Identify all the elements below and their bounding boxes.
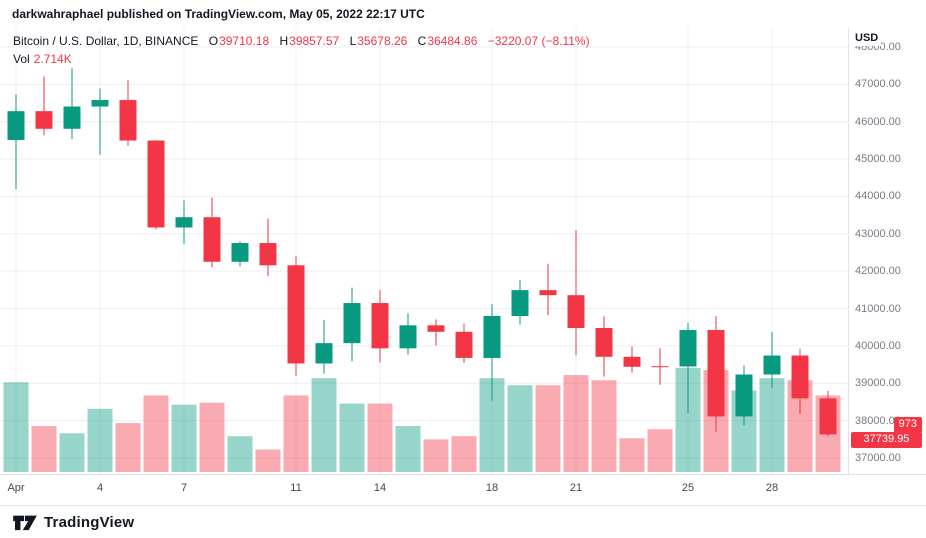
ohlc-low-value: 35678.26 xyxy=(357,34,408,48)
ohlc-high-label: H xyxy=(279,34,289,48)
time-tick-label: 14 xyxy=(373,482,387,494)
ohlc-open-label: O xyxy=(208,34,219,48)
price-tick-label: 44000.00 xyxy=(855,190,901,203)
volume-value: 2.714K xyxy=(33,52,72,66)
price-tick-label: 40000.00 xyxy=(855,339,901,352)
volume-legend: Vol 2.714K xyxy=(13,52,72,66)
ohlc-low-label: L xyxy=(349,34,357,48)
price-tick-label: 38000.00 xyxy=(855,414,901,427)
price-tick-label: 43000.00 xyxy=(855,227,901,240)
time-tick-label: 28 xyxy=(765,482,779,494)
price-tick-label: 42000.00 xyxy=(855,265,901,278)
time-tick-label: 7 xyxy=(180,482,188,494)
chart-area[interactable]: Bitcoin / U.S. Dollar, 1D, BINANCE O3971… xyxy=(0,28,848,474)
ohlc-close-label: C xyxy=(417,34,427,48)
price-tick-label: 46000.00 xyxy=(855,115,901,128)
symbol-title[interactable]: Bitcoin / U.S. Dollar, 1D, BINANCE xyxy=(13,34,199,48)
price-tick-label: 39000.00 xyxy=(855,377,901,390)
time-tick-label: 18 xyxy=(485,482,499,494)
price-axis[interactable]: USD 973 37739.95 48000.00 47000.00 46000.0… xyxy=(848,28,926,474)
time-tick-label: 4 xyxy=(96,482,104,494)
price-chart-svg[interactable] xyxy=(0,28,848,474)
price-tick-label: 47000.00 xyxy=(855,78,901,91)
footer-bar: TradingView xyxy=(0,505,926,538)
currency-label: USD xyxy=(855,31,882,46)
price-tick-label: 45000.00 xyxy=(855,153,901,166)
ohlc-close-value: 36484.86 xyxy=(427,34,478,48)
time-axis[interactable]: Apr 4 7 11 14 18 21 25 28 xyxy=(0,474,926,505)
price-tick-label: 41000.00 xyxy=(855,302,901,315)
change-value: −3220.07 (−8.11%) xyxy=(487,34,590,48)
time-tick-label: 25 xyxy=(681,482,695,494)
volume-label: Vol xyxy=(13,52,30,66)
attribution-text: darkwahraphael published on TradingView.… xyxy=(12,7,425,21)
countdown-badge: 973 xyxy=(893,417,922,433)
ohlc-open-value: 39710.18 xyxy=(219,34,270,48)
time-tick-label: 11 xyxy=(290,482,302,494)
last-price-badge: 37739.95 xyxy=(851,432,922,448)
price-tick-label: 37000.00 xyxy=(855,452,901,464)
time-tick-label: 21 xyxy=(569,482,583,494)
symbol-legend: Bitcoin / U.S. Dollar, 1D, BINANCE O3971… xyxy=(13,34,590,48)
tradingview-wordmark: TradingView xyxy=(44,513,135,531)
tradingview-logo[interactable]: TradingView xyxy=(12,512,134,532)
ohlc-high-value: 39857.57 xyxy=(289,34,340,48)
tradingview-logo-icon xyxy=(13,515,37,531)
time-tick-label: Apr xyxy=(7,482,25,494)
attribution-bar: darkwahraphael published on TradingView.… xyxy=(0,0,926,28)
